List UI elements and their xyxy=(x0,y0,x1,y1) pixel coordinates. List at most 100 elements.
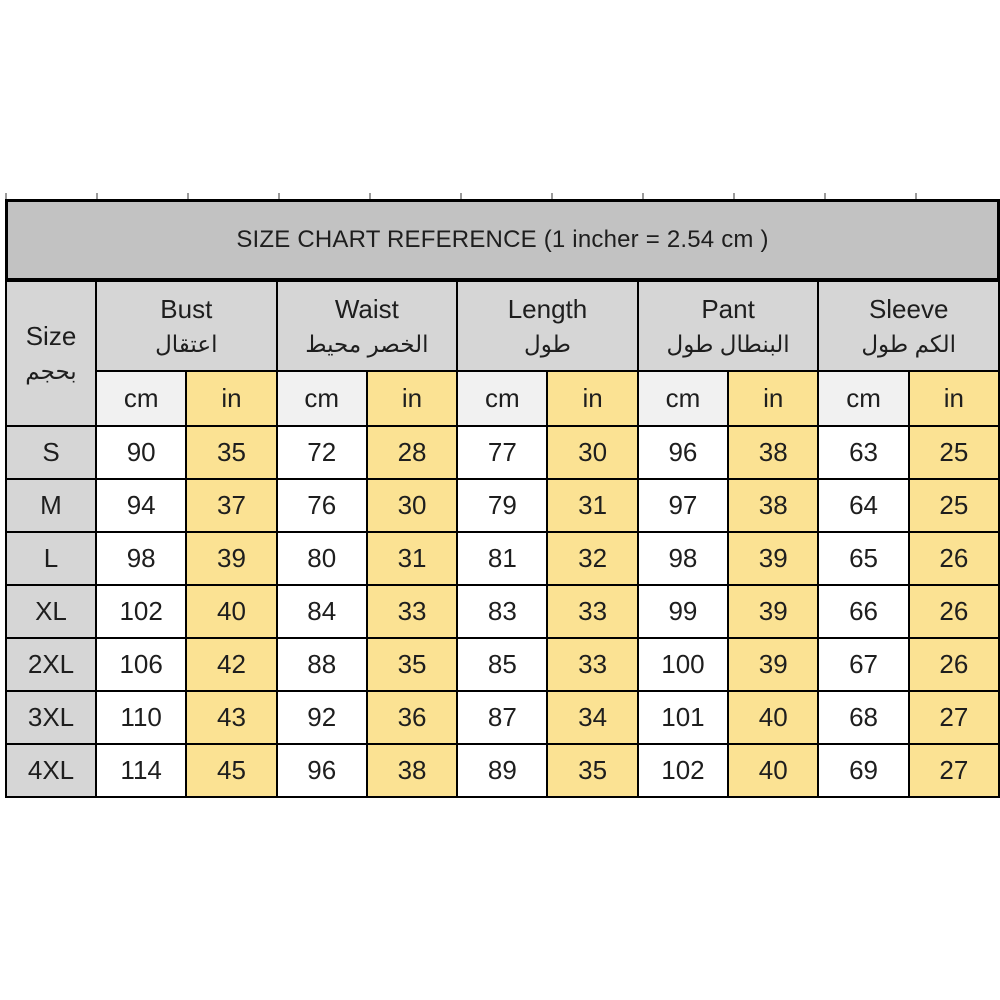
value-cm: 76 xyxy=(275,478,368,533)
chart-title: SIZE CHART REFERENCE (1 incher = 2.54 cm… xyxy=(236,226,769,253)
value-in: 39 xyxy=(727,637,820,692)
group-header-ar: الكم طول xyxy=(861,330,957,357)
size-table-body: S 90 35 72 28 77 30 96 38 63 25 M 94 37 76 30 79 31 97 38 64… xyxy=(5,425,1000,798)
size-label-4xl: 4XL xyxy=(5,743,97,798)
chart-title-bar: SIZE CHART REFERENCE (1 incher = 2.54 cm… xyxy=(5,199,1000,281)
group-header-ar: الخصر محيط xyxy=(305,330,429,357)
unit-header-sleeve-in: in xyxy=(907,370,1000,427)
size-label-l: L xyxy=(5,531,97,586)
value-cm: 92 xyxy=(275,690,368,745)
value-cm: 97 xyxy=(636,478,730,533)
unit-header-row: cm in cm in cm in cm in cm in xyxy=(6,370,1000,427)
value-cm: 90 xyxy=(94,425,188,480)
value-cm: 65 xyxy=(817,531,910,586)
value-cm: 83 xyxy=(456,584,549,639)
value-in: 37 xyxy=(185,478,278,533)
value-cm: 63 xyxy=(817,425,910,480)
unit-header-waist-in: in xyxy=(365,370,459,427)
value-in: 27 xyxy=(907,690,1000,745)
value-cm: 84 xyxy=(275,584,368,639)
value-in: 36 xyxy=(365,690,459,745)
size-row-xl: XL 102 40 84 33 83 33 99 39 66 26 xyxy=(5,584,1000,639)
size-label-xl: XL xyxy=(5,584,97,639)
value-cm: 102 xyxy=(94,584,188,639)
value-in: 34 xyxy=(546,690,639,745)
value-cm: 67 xyxy=(817,637,910,692)
group-header-waist: Waist الخصر محيط xyxy=(275,280,459,372)
size-row-l: L 98 39 80 31 81 32 98 39 65 26 xyxy=(5,531,1000,586)
value-cm: 81 xyxy=(456,531,549,586)
top-tick-marks xyxy=(5,193,1000,199)
size-row-4xl: 4XL 114 45 96 38 89 35 102 40 69 27 xyxy=(5,743,1000,798)
value-in: 27 xyxy=(907,743,1000,798)
group-header-en: Length xyxy=(507,293,588,324)
group-header-en: Sleeve xyxy=(868,293,949,324)
value-in: 25 xyxy=(907,478,1000,533)
size-label-3xl: 3XL xyxy=(5,690,97,745)
value-cm: 69 xyxy=(817,743,910,798)
size-column-header: Size بحجم xyxy=(5,280,97,427)
value-cm: 66 xyxy=(817,584,910,639)
size-label-2xl: 2XL xyxy=(5,637,97,692)
value-in: 39 xyxy=(185,531,278,586)
group-header-ar: طول xyxy=(524,330,571,357)
unit-header-sleeve-cm: cm xyxy=(817,370,910,427)
size-row-m: M 94 37 76 30 79 31 97 38 64 25 xyxy=(5,478,1000,533)
value-in: 31 xyxy=(365,531,459,586)
value-in: 32 xyxy=(546,531,639,586)
unit-header-length-cm: cm xyxy=(456,370,549,427)
value-cm: 114 xyxy=(94,743,188,798)
group-header-en: Waist xyxy=(334,293,399,324)
value-in: 30 xyxy=(365,478,459,533)
value-cm: 72 xyxy=(275,425,368,480)
value-in: 26 xyxy=(907,531,1000,586)
value-in: 33 xyxy=(546,584,639,639)
value-cm: 94 xyxy=(94,478,188,533)
value-in: 35 xyxy=(365,637,459,692)
size-label-m: M xyxy=(5,478,97,533)
value-in: 35 xyxy=(546,743,639,798)
value-in: 26 xyxy=(907,584,1000,639)
value-cm: 85 xyxy=(456,637,549,692)
value-cm: 110 xyxy=(94,690,188,745)
unit-header-waist-cm: cm xyxy=(275,370,368,427)
value-cm: 64 xyxy=(817,478,910,533)
value-in: 30 xyxy=(546,425,639,480)
value-in: 38 xyxy=(727,478,820,533)
group-header-en: Pant xyxy=(701,293,755,324)
value-cm: 99 xyxy=(636,584,730,639)
group-header-ar: اعتقال xyxy=(155,330,218,357)
value-cm: 98 xyxy=(94,531,188,586)
value-in: 33 xyxy=(546,637,639,692)
value-cm: 96 xyxy=(275,743,368,798)
group-header-bust: Bust اعتقال xyxy=(95,280,278,372)
unit-header-pant-cm: cm xyxy=(636,370,730,427)
size-row-s: S 90 35 72 28 77 30 96 38 63 25 xyxy=(5,425,1000,480)
value-in: 40 xyxy=(727,743,820,798)
value-in: 31 xyxy=(546,478,639,533)
value-cm: 89 xyxy=(456,743,549,798)
size-header-en: Size xyxy=(25,321,77,352)
value-cm: 100 xyxy=(636,637,730,692)
group-header-length: Length طول xyxy=(456,280,639,372)
size-row-2xl: 2XL 106 42 88 35 85 33 100 39 67 26 xyxy=(5,637,1000,692)
value-in: 33 xyxy=(365,584,459,639)
unit-header-bust-in: in xyxy=(185,370,278,427)
size-chart-sheet: SIZE CHART REFERENCE (1 incher = 2.54 cm… xyxy=(5,193,1000,798)
value-in: 42 xyxy=(185,637,278,692)
value-cm: 79 xyxy=(456,478,549,533)
group-header-pant: Pant البنطال طول xyxy=(636,280,820,372)
value-in: 40 xyxy=(727,690,820,745)
value-cm: 80 xyxy=(275,531,368,586)
value-in: 45 xyxy=(185,743,278,798)
value-in: 35 xyxy=(185,425,278,480)
value-cm: 88 xyxy=(275,637,368,692)
value-in: 38 xyxy=(365,743,459,798)
value-cm: 77 xyxy=(456,425,549,480)
value-in: 39 xyxy=(727,584,820,639)
value-in: 25 xyxy=(907,425,1000,480)
value-cm: 98 xyxy=(636,531,730,586)
size-chart-table: Size بحجم Bust اعتقال Waist الخصر محيط Lengt… xyxy=(5,280,1000,798)
unit-header-pant-in: in xyxy=(727,370,820,427)
size-row-3xl: 3XL 110 43 92 36 87 34 101 40 68 27 xyxy=(5,690,1000,745)
